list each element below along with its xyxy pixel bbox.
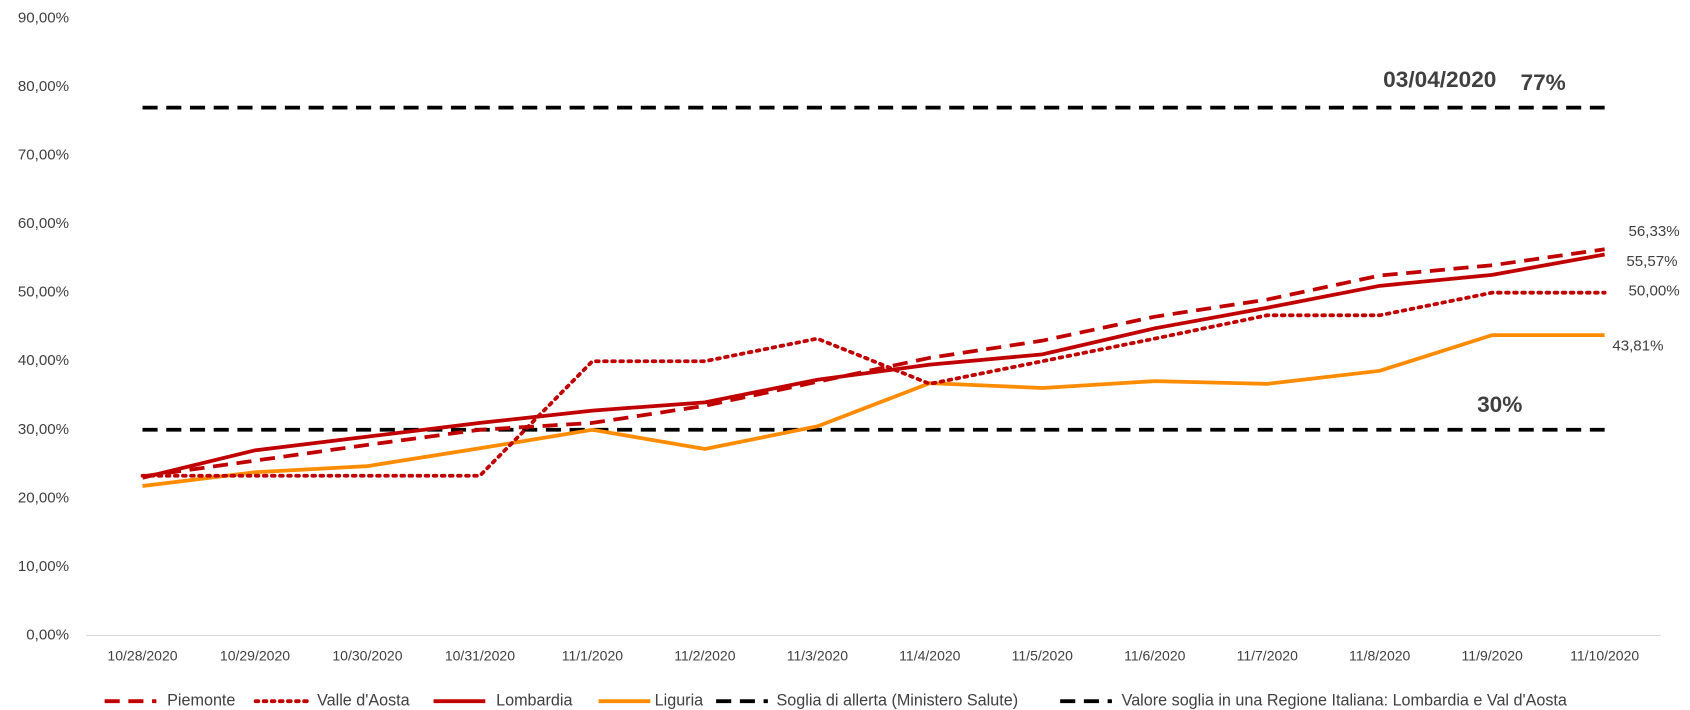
series-line — [142, 252, 1605, 480]
legend-label: Valore soglia in una Regione Italiana: L… — [1122, 691, 1567, 709]
data-label: 55,57% — [1626, 253, 1677, 270]
y-tick-label: 50,00% — [18, 284, 69, 301]
x-tick-label: 11/10/2020 — [1570, 648, 1639, 664]
x-tick-label: 11/3/2020 — [787, 648, 849, 664]
y-tick-label: 0,00% — [26, 626, 69, 643]
data-label: 77% — [1521, 70, 1566, 95]
legend-label: Lombardia — [496, 691, 572, 709]
series-line — [140, 290, 1607, 478]
x-tick-label: 11/4/2020 — [899, 648, 961, 664]
x-tick-label: 10/30/2020 — [332, 648, 402, 664]
legend-label: Soglia di allerta (Ministero Salute) — [777, 691, 1019, 709]
x-tick-label: 11/7/2020 — [1237, 648, 1299, 664]
y-tick-label: 10,00% — [18, 558, 69, 575]
data-label: 30% — [1477, 392, 1522, 417]
annotation: 03/04/2020 — [1383, 67, 1496, 92]
data-label: 56,33% — [1629, 223, 1680, 240]
y-tick-label: 20,00% — [18, 489, 69, 506]
x-tick-label: 11/1/2020 — [562, 648, 624, 664]
x-tick-label: 11/6/2020 — [1124, 648, 1186, 664]
y-tick-label: 40,00% — [18, 352, 69, 369]
y-tick-label: 90,00% — [18, 9, 69, 26]
x-tick-label: 11/8/2020 — [1349, 648, 1411, 664]
y-tick-label: 80,00% — [18, 78, 69, 95]
series-line — [142, 333, 1605, 488]
x-tick-label: 10/31/2020 — [445, 648, 515, 664]
x-tick-label: 11/5/2020 — [1012, 648, 1074, 664]
data-label: 43,81% — [1612, 337, 1663, 354]
legend-label: Piemonte — [167, 691, 235, 709]
y-tick-label: 60,00% — [18, 215, 69, 232]
x-tick-label: 10/29/2020 — [220, 648, 290, 664]
y-tick-label: 30,00% — [18, 421, 69, 438]
legend-label: Liguria — [655, 691, 704, 709]
x-tick-label: 10/28/2020 — [107, 648, 177, 664]
series-line — [142, 247, 1605, 479]
y-tick-label: 70,00% — [18, 147, 69, 164]
x-tick-label: 11/9/2020 — [1462, 648, 1524, 664]
legend-label: Valle d'Aosta — [317, 691, 410, 709]
data-label: 50,00% — [1629, 282, 1680, 299]
x-tick-label: 11/2/2020 — [674, 648, 736, 664]
